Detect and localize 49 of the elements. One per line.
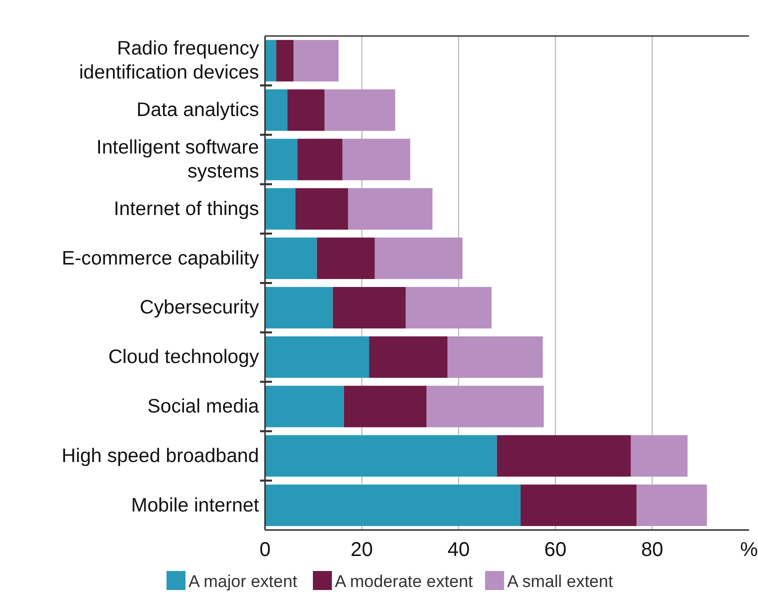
y-tick-label: High speed broadband: [62, 444, 259, 467]
bar: [265, 286, 333, 328]
bar: [265, 138, 298, 180]
x-tick-label: 20: [350, 539, 373, 561]
x-tick-label: %: [740, 539, 758, 561]
y-tick-label: Cybersecurity: [140, 296, 260, 319]
y-tick-label: Intelligent software systems: [96, 136, 260, 182]
bar: [374, 238, 462, 280]
bar: [265, 188, 296, 230]
bar: [344, 386, 427, 428]
bar: [265, 435, 497, 477]
bar: [426, 386, 544, 428]
bar: [265, 336, 370, 378]
bar: [636, 484, 707, 526]
bar: [369, 336, 448, 378]
bar: [447, 336, 543, 378]
y-tick-label: Social media: [147, 396, 260, 418]
bar: [287, 89, 325, 131]
bar: [316, 238, 375, 280]
bar: [332, 286, 406, 328]
bar: [324, 89, 396, 131]
bar: [630, 435, 688, 477]
y-tick-label: Cloud technology: [108, 346, 260, 368]
bar: [496, 435, 631, 477]
bar: [265, 484, 521, 526]
y-tick-label: Mobile internet: [131, 494, 260, 516]
legend-label: A moderate extent: [334, 572, 474, 591]
y-tick-label: Radio frequency identification devices: [79, 38, 260, 84]
y-tick-label: Internet of things: [114, 198, 260, 220]
bar: [294, 40, 339, 82]
bar: [265, 40, 276, 82]
x-tick-label: 0: [259, 539, 271, 561]
y-tick-label: E-commerce capability: [62, 247, 260, 270]
bar: [520, 484, 637, 526]
bar: [406, 286, 492, 328]
bar: [348, 188, 432, 230]
bar: [276, 40, 294, 82]
bar: [265, 89, 288, 131]
bar: [265, 238, 317, 280]
legend-label: A small extent: [507, 572, 614, 591]
bar: [297, 138, 342, 180]
bar: [342, 138, 410, 180]
x-tick-label: 80: [641, 539, 664, 561]
legend-label: A major extent: [188, 572, 298, 591]
bar: [295, 188, 348, 230]
bar: [265, 386, 344, 428]
x-tick-label: 40: [447, 539, 470, 561]
x-tick-label: 60: [544, 539, 567, 561]
y-tick-label: Data analytics: [136, 99, 260, 122]
